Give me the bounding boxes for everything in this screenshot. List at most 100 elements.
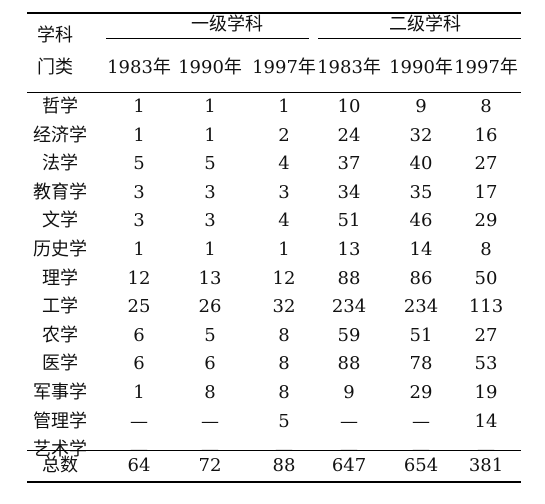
- table-cell: 3: [133, 210, 145, 231]
- table-cell: 88: [337, 353, 361, 374]
- table-cell: 4: [278, 210, 290, 231]
- year-header: 1990年: [178, 57, 242, 78]
- table-cell: 6: [204, 353, 216, 374]
- total-cell: 654: [403, 455, 439, 476]
- table-cell: 50: [474, 268, 498, 289]
- table-cell: 6: [133, 353, 145, 374]
- table-cell: 13: [337, 239, 361, 260]
- table-cell: 29: [474, 210, 498, 231]
- table-cell: 14: [409, 239, 433, 260]
- table-cell: 2: [278, 125, 290, 146]
- total-label: 总数: [42, 455, 78, 476]
- table-cell: 5: [204, 325, 216, 346]
- row-label: 农学: [42, 325, 78, 346]
- table-cell: 3: [204, 210, 216, 231]
- table-cell: 46: [409, 210, 433, 231]
- table-cell: —: [275, 439, 293, 460]
- table-cell: 3: [204, 182, 216, 203]
- year-header: 1983年: [317, 57, 381, 78]
- table-cell: 25: [127, 296, 151, 317]
- table-cell: 234: [403, 296, 439, 317]
- group-rule-level2: [318, 38, 521, 39]
- table-cell: 9: [343, 382, 355, 403]
- table-cell: 8: [278, 353, 290, 374]
- year-header: 1983年: [107, 57, 171, 78]
- table-cell: 27: [474, 153, 498, 174]
- table-cell: 3: [133, 182, 145, 203]
- table-cell: 8: [278, 382, 290, 403]
- table-cell: 59: [337, 325, 361, 346]
- table-cell: 12: [272, 268, 296, 289]
- total-rule: [27, 450, 521, 451]
- table-cell: 1: [133, 239, 145, 260]
- table-cell: 19: [474, 382, 498, 403]
- group-header-level2: 二级学科: [389, 14, 461, 35]
- year-header: 1990年: [389, 57, 453, 78]
- table-cell: 16: [474, 125, 498, 146]
- table-cell: 113: [468, 296, 504, 317]
- row-label: 理学: [42, 268, 78, 289]
- row-label: 教育学: [33, 182, 87, 203]
- top-rule: [27, 12, 521, 14]
- table-cell: 8: [278, 325, 290, 346]
- table-cell: 1: [278, 239, 290, 260]
- table-cell: 3: [278, 182, 290, 203]
- table-cell: 8: [480, 239, 492, 260]
- table-cell: 9: [415, 96, 427, 117]
- table-cell: 27: [474, 325, 498, 346]
- row-label: 艺术学: [33, 439, 87, 460]
- table-cell: 34: [337, 182, 361, 203]
- table-cell: 51: [409, 325, 433, 346]
- group-header-level1: 一级学科: [191, 14, 263, 35]
- group-rule-level1: [106, 38, 309, 39]
- table-cell: —: [130, 411, 148, 432]
- table-cell: 1: [204, 125, 216, 146]
- table-cell: 14: [474, 411, 498, 432]
- table-cell: —: [412, 439, 430, 460]
- table-cell: 32: [272, 296, 296, 317]
- table-cell: 17: [474, 182, 498, 203]
- table-cell: —: [412, 411, 430, 432]
- table-cell: —: [477, 439, 495, 460]
- year-header: 1997年: [252, 57, 316, 78]
- row-label: 文学: [42, 210, 78, 231]
- corner-label-line1: 学科: [37, 25, 73, 46]
- table-cell: 1: [278, 96, 290, 117]
- table-cell: 1: [133, 125, 145, 146]
- year-header: 1997年: [454, 57, 518, 78]
- table-cell: 1: [204, 96, 216, 117]
- table-cell: 6: [133, 325, 145, 346]
- total-cell: 72: [198, 455, 222, 476]
- table-cell: —: [130, 439, 148, 460]
- total-cell: 647: [331, 455, 367, 476]
- table-cell: 5: [133, 153, 145, 174]
- row-label: 经济学: [33, 125, 87, 146]
- table-cell: —: [340, 439, 358, 460]
- row-label: 军事学: [33, 382, 87, 403]
- table-cell: 35: [409, 182, 433, 203]
- table-cell: 53: [474, 353, 498, 374]
- table-cell: 51: [337, 210, 361, 231]
- table-cell: 5: [278, 411, 290, 432]
- table-cell: 86: [409, 268, 433, 289]
- table-cell: 26: [198, 296, 222, 317]
- row-label: 法学: [42, 153, 78, 174]
- table-cell: 37: [337, 153, 361, 174]
- table-cell: 8: [204, 382, 216, 403]
- total-cell: 64: [127, 455, 151, 476]
- header-rule: [27, 92, 521, 93]
- table-cell: 1: [204, 239, 216, 260]
- row-label: 医学: [42, 353, 78, 374]
- table-cell: 1: [133, 382, 145, 403]
- row-label: 历史学: [33, 239, 87, 260]
- table-cell: 29: [409, 382, 433, 403]
- table-cell: 88: [337, 268, 361, 289]
- table-cell: 12: [127, 268, 151, 289]
- table-cell: 1: [133, 96, 145, 117]
- total-cell: 381: [468, 455, 504, 476]
- table-cell: —: [340, 411, 358, 432]
- table-cell: 4: [278, 153, 290, 174]
- corner-label-line2: 门类: [37, 57, 73, 78]
- row-label: 管理学: [33, 411, 87, 432]
- table-cell: 40: [409, 153, 433, 174]
